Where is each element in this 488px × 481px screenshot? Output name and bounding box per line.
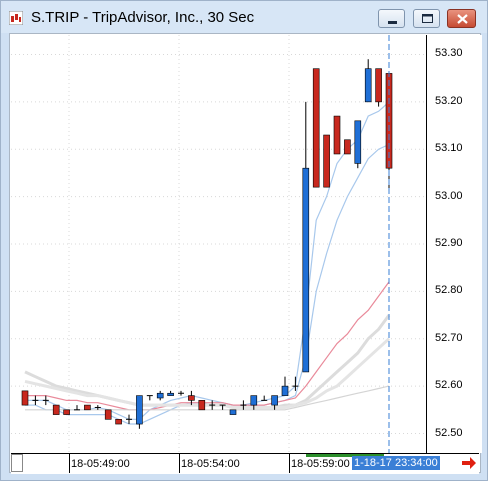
time-label: 18-05:59:00	[291, 458, 350, 470]
price-tick-label: 52.80	[435, 284, 463, 297]
candle-body	[302, 167, 310, 373]
title-bar[interactable]: S.TRIP - TripAdvisor, Inc., 30 Sec	[1, 1, 487, 33]
candle-body	[63, 409, 70, 415]
candle-body	[271, 395, 278, 406]
candle-body	[21, 390, 29, 406]
price-tick-label: 53.20	[435, 94, 463, 107]
maximize-icon	[422, 14, 433, 23]
time-label: 18-05:49:00	[71, 458, 130, 470]
candle-body	[188, 395, 195, 401]
time-tick	[289, 454, 290, 473]
maximize-button[interactable]	[413, 9, 440, 28]
price-tick-label: 53.30	[435, 47, 463, 60]
candle-body	[333, 115, 341, 155]
moving-average-line	[25, 281, 390, 411]
minimize-icon	[388, 21, 397, 24]
price-plot[interactable]	[11, 35, 426, 453]
candle-body	[156, 392, 164, 399]
time-tick	[69, 454, 70, 473]
time-label: 18-05:54:00	[181, 458, 240, 470]
candle-body	[281, 385, 289, 396]
price-tick-label: 52.60	[435, 379, 463, 392]
candle-body	[104, 409, 112, 420]
time-axis-box[interactable]	[11, 454, 23, 472]
candle-body	[167, 392, 174, 396]
candle-body	[375, 68, 382, 103]
moving-average-line	[24, 337, 391, 409]
candle-body	[323, 134, 330, 188]
candle-body	[115, 419, 122, 425]
time-axis[interactable]: 18-05:49:00 18-05:54:00 18-05:59:00 1-18…	[11, 453, 479, 474]
moving-average-line	[25, 143, 390, 425]
arrow-right-icon[interactable]	[461, 456, 477, 470]
price-tick-label: 52.90	[435, 237, 463, 249]
current-time-label: 1-18-17 23:34:00	[352, 456, 440, 470]
candle-body	[136, 395, 143, 425]
candle-body	[354, 120, 362, 164]
candle-body	[52, 404, 60, 415]
close-button[interactable]	[447, 9, 476, 28]
close-icon	[457, 14, 468, 24]
candle-body	[198, 400, 206, 411]
candle-body	[312, 68, 320, 188]
price-tick-label: 53.00	[435, 189, 463, 202]
candle-body	[84, 404, 91, 411]
candle-body	[344, 139, 351, 155]
price-axis[interactable]: 53.30 53.20 53.10 53.00 52.90 52.80 52.70 52.60…	[426, 35, 482, 453]
candle-body	[364, 68, 372, 103]
candlestick-chart	[11, 35, 426, 453]
session-bar	[306, 454, 384, 457]
candle-body	[229, 409, 237, 415]
minimize-button[interactable]	[378, 9, 405, 28]
price-tick-label: 52.50	[435, 426, 463, 439]
chart-icon	[8, 10, 24, 26]
window-title: S.TRIP - TripAdvisor, Inc., 30 Sec	[31, 9, 255, 26]
price-tick-label: 52.70	[435, 331, 463, 344]
time-tick	[179, 454, 180, 473]
price-tick-label: 53.10	[435, 142, 463, 155]
candle-body	[250, 395, 258, 406]
